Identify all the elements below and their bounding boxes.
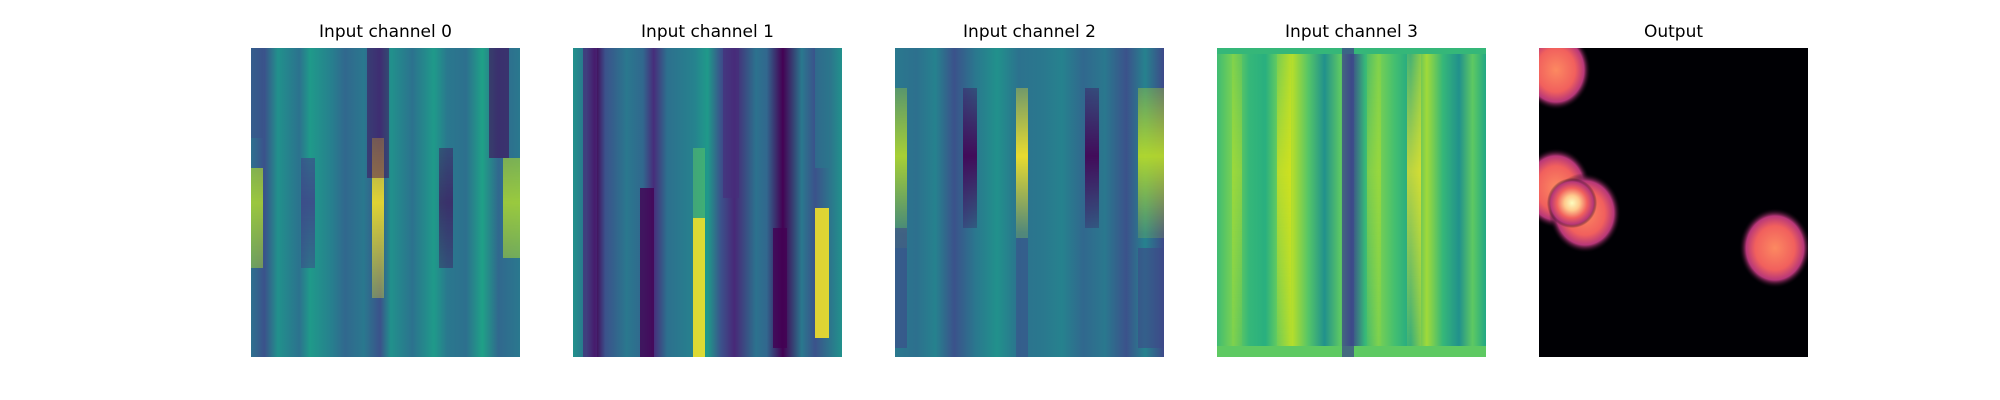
panel-title: Input channel 2 (963, 22, 1096, 42)
panel-input-channel-0: Input channel 0 (251, 0, 520, 400)
panel-title: Input channel 0 (319, 22, 452, 42)
panel-title: Input channel 3 (1285, 22, 1418, 42)
heatmap-image (1539, 48, 1808, 357)
heatmap-image (1217, 48, 1486, 357)
panel-output: Output (1539, 0, 1808, 400)
heatmap-image (251, 48, 520, 357)
panel-input-channel-3: Input channel 3 (1217, 0, 1486, 400)
panel-input-channel-1: Input channel 1 (573, 0, 842, 400)
panel-title: Input channel 1 (641, 22, 774, 42)
heatmap-image (573, 48, 842, 357)
panel-title: Output (1643, 22, 1704, 42)
heatmap-image (895, 48, 1164, 357)
panel-input-channel-2: Input channel 2 (895, 0, 1164, 400)
